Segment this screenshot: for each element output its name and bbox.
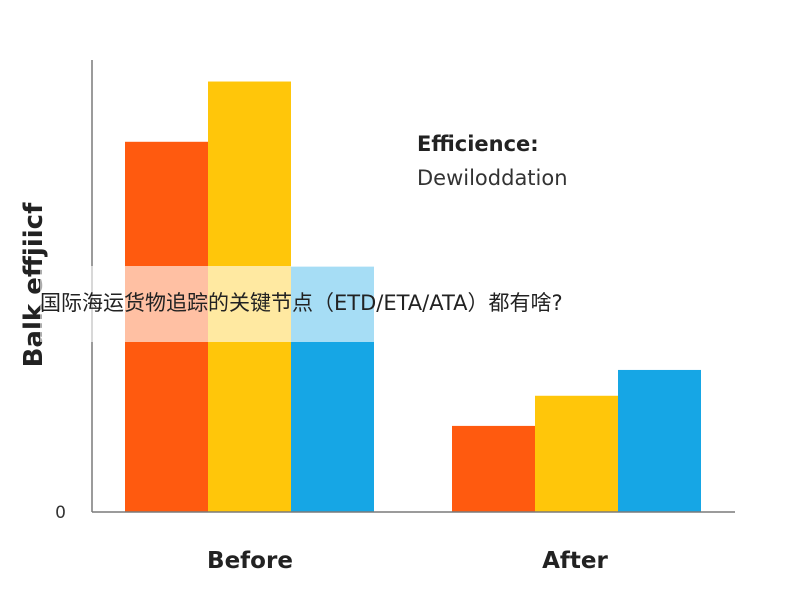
x-category-label-before: Before (207, 548, 293, 574)
caption-text: 国际海运货物追踪的关键节点（ETD/ETA/ATA）都有啥? (40, 291, 563, 315)
y-tick-label-0: 0 (55, 503, 66, 523)
x-category-label-after: After (542, 548, 608, 574)
bar-after-series-3 (618, 369, 701, 512)
legend-subtitle: Dewiloddation (417, 166, 568, 190)
bar-after-series-1 (452, 425, 535, 512)
bar-after-series-2 (535, 395, 618, 512)
caption-banner (40, 266, 770, 342)
legend-title: Efficience: (417, 132, 539, 156)
